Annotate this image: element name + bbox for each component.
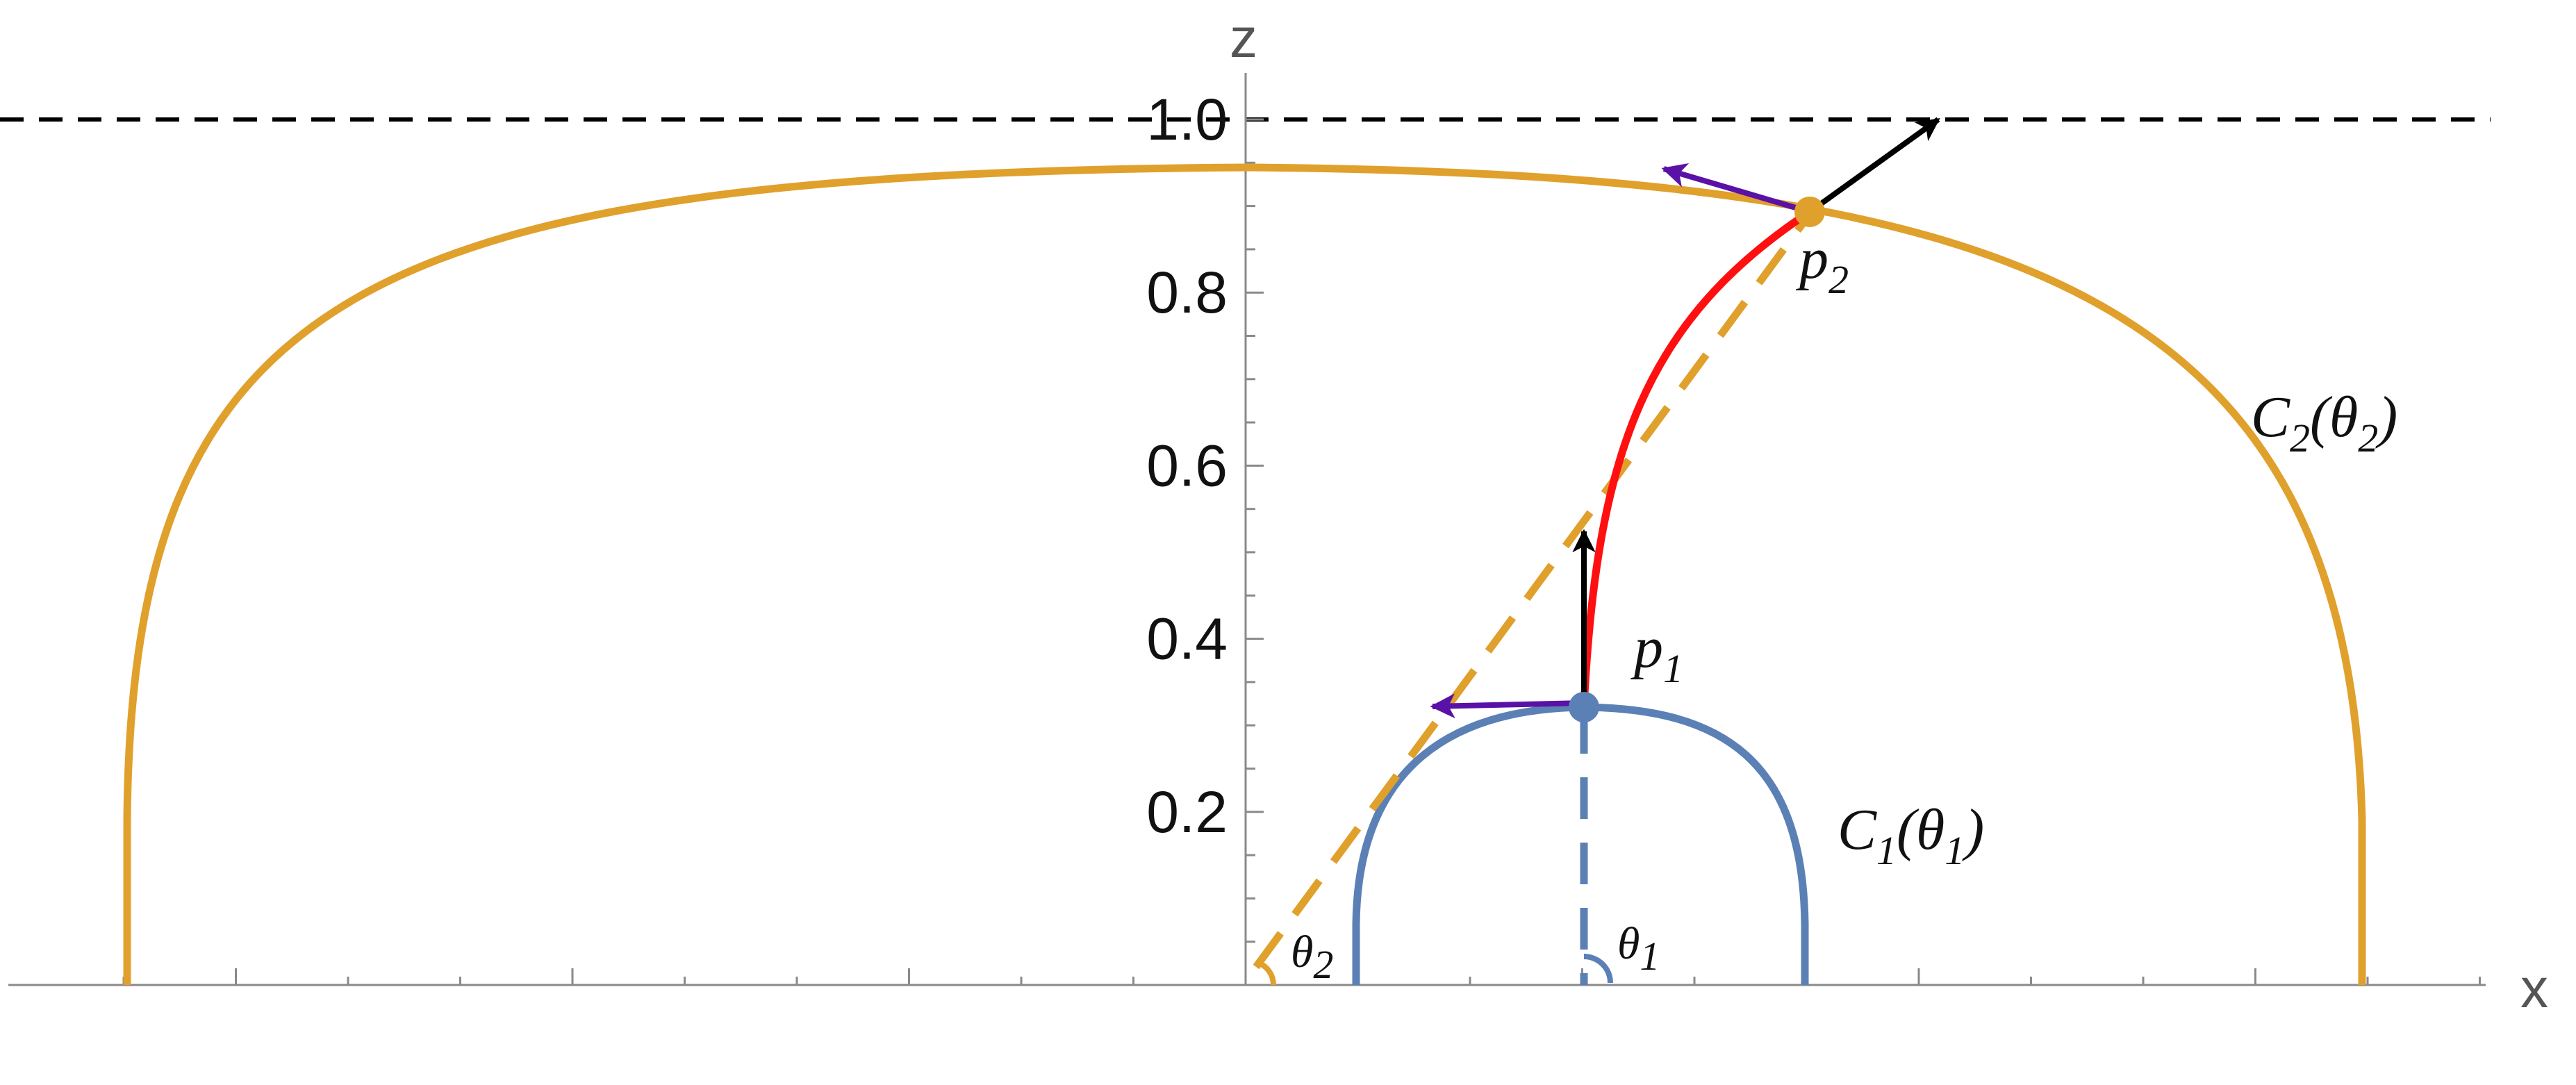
normal-arrow-p2	[1808, 117, 1940, 215]
z-axis-title: z	[1230, 7, 1257, 69]
z-axis-ticks	[1246, 118, 1264, 943]
point-p1	[1569, 692, 1599, 722]
point-p2	[1794, 197, 1825, 227]
label-c1: C1(θ1)	[1838, 797, 1984, 873]
angle-arc-theta1	[1583, 954, 1613, 984]
curve-c2	[123, 163, 2366, 985]
z-tick-label: 1.0	[1146, 87, 1228, 152]
axes: 0.2 0.4 0.6 0.8 1.0 x z	[8, 7, 2548, 1019]
x-axis-title: x	[2520, 957, 2548, 1019]
tangent-arrow-p1	[1430, 693, 1585, 719]
chord-dashed	[1253, 211, 1813, 970]
z-tick-label: 0.2	[1146, 779, 1228, 845]
geodesic-curve	[1580, 208, 1813, 708]
tangent-arrow-p2	[1661, 163, 1811, 215]
label-p1: p1	[1630, 615, 1683, 691]
z-tick-label: 0.6	[1146, 433, 1228, 498]
z-tick-label: 0.4	[1146, 606, 1228, 672]
z-axis-tick-labels: 0.2 0.4 0.6 0.8 1.0	[1146, 87, 1228, 845]
label-theta2: θ2	[1291, 927, 1333, 987]
label-c2: C2(θ2)	[2251, 385, 2397, 461]
angle-arc-theta2	[1255, 959, 1277, 986]
label-theta1: θ1	[1617, 918, 1660, 979]
z-tick-label: 0.8	[1146, 260, 1228, 325]
label-p2: p2	[1796, 226, 1849, 302]
